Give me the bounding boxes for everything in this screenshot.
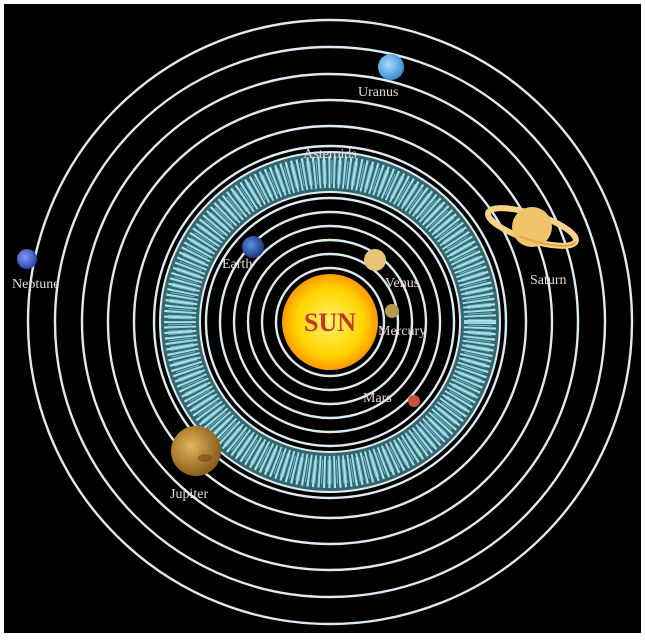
orbit-4 <box>232 224 428 420</box>
orbit-5 <box>218 210 442 434</box>
planet-venus: Venus <box>364 249 419 291</box>
planet-mars: Mars <box>363 391 420 407</box>
mercury-label: Mercury <box>378 324 426 339</box>
jupiter-label: Jupiter <box>170 487 208 502</box>
orbit-7 <box>132 124 528 520</box>
orbit-2 <box>260 252 400 392</box>
uranus-label: Uranus <box>358 85 398 100</box>
saturn-label: Saturn <box>530 273 567 288</box>
planet-jupiter: Jupiter <box>170 426 221 502</box>
planet-saturn: Saturn <box>485 205 579 288</box>
orbit-11 <box>26 18 634 626</box>
planet-earth: Earth <box>222 236 264 272</box>
sun: SUN <box>282 274 378 370</box>
planet-uranus: Uranus <box>358 54 404 100</box>
orbit-6 <box>204 196 456 448</box>
venus-label: Venus <box>385 276 419 291</box>
planet-mercury: Mercury <box>378 304 426 339</box>
orbit-outer-belt-edge <box>152 144 508 500</box>
orbit-8 <box>106 98 554 546</box>
asteroids-label: Asteroids <box>303 147 357 162</box>
mars-label: Mars <box>363 391 392 406</box>
orbit-3 <box>246 238 414 406</box>
orbit-1 <box>274 266 386 378</box>
sun-label: SUN <box>304 308 356 337</box>
neptune-label: Neptune <box>12 277 59 292</box>
orbit-10 <box>53 45 607 599</box>
asteroid-belt <box>159 151 501 493</box>
planet-neptune: Neptune <box>12 249 59 292</box>
orbit-9 <box>80 72 580 572</box>
earth-label: Earth <box>222 257 252 272</box>
orbits <box>26 18 634 626</box>
